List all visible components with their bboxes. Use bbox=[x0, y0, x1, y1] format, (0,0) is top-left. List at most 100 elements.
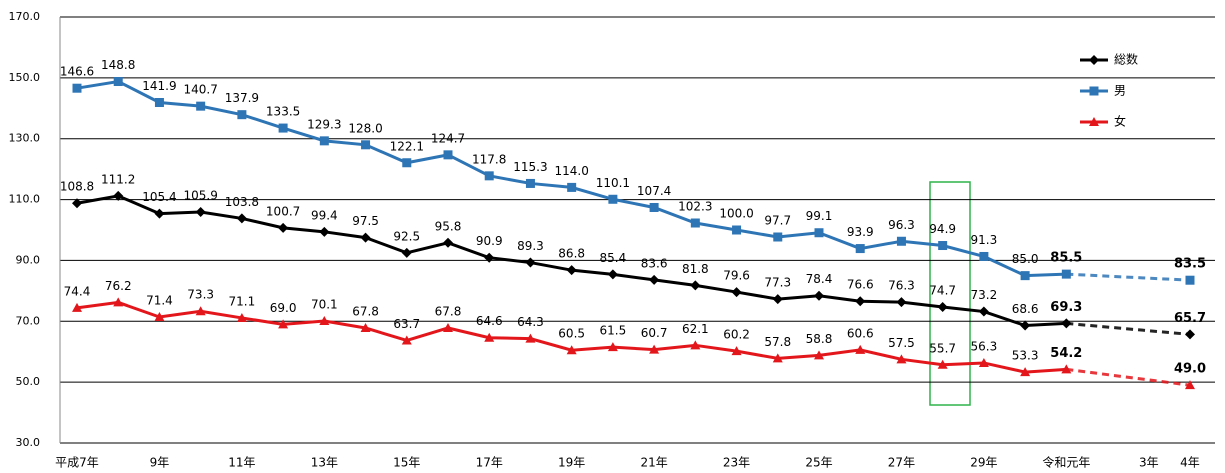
x-tick-label: 17年 bbox=[476, 456, 503, 470]
marker bbox=[484, 332, 495, 342]
marker bbox=[937, 301, 948, 312]
x-tick-label: 9年 bbox=[150, 456, 170, 470]
x-tick-label: 23年 bbox=[723, 456, 750, 470]
data-label: 53.3 bbox=[1012, 349, 1039, 363]
marker bbox=[1185, 380, 1195, 390]
marker bbox=[443, 322, 453, 332]
marker bbox=[566, 345, 577, 355]
y-tick-label: 150.0 bbox=[9, 71, 41, 84]
marker bbox=[195, 207, 206, 218]
x-tick-label: 25年 bbox=[805, 456, 832, 470]
marker bbox=[1089, 86, 1099, 96]
marker bbox=[1061, 364, 1072, 374]
marker bbox=[938, 241, 948, 251]
data-label: 83.5 bbox=[1174, 257, 1206, 272]
marker bbox=[525, 178, 535, 188]
data-label: 76.6 bbox=[847, 278, 874, 292]
marker bbox=[154, 208, 165, 219]
data-label: 67.8 bbox=[352, 304, 379, 318]
dashed-connector bbox=[1066, 321, 1191, 336]
data-label: 60.5 bbox=[558, 327, 585, 341]
marker bbox=[978, 306, 989, 317]
data-label: 79.6 bbox=[723, 269, 750, 283]
data-label: 62.1 bbox=[682, 322, 709, 336]
marker bbox=[72, 302, 82, 312]
data-label: 107.4 bbox=[637, 184, 671, 198]
data-label: 129.3 bbox=[307, 117, 341, 131]
data-label: 74.7 bbox=[929, 283, 956, 297]
x-tick-label: 21年 bbox=[640, 456, 667, 470]
marker bbox=[772, 294, 783, 305]
data-label: 105.9 bbox=[183, 189, 217, 203]
marker bbox=[72, 83, 82, 93]
data-label: 85.5 bbox=[1050, 251, 1082, 266]
data-label: 86.8 bbox=[558, 247, 585, 261]
marker bbox=[690, 218, 700, 228]
legend-label: 男 bbox=[1114, 84, 1126, 98]
data-label: 76.3 bbox=[888, 279, 915, 293]
dashed-connector bbox=[1066, 272, 1191, 282]
marker bbox=[278, 123, 288, 133]
y-tick-label: 90.0 bbox=[16, 253, 41, 266]
data-label: 99.4 bbox=[311, 208, 338, 222]
y-tick-label: 110.0 bbox=[9, 193, 41, 206]
data-label: 85.0 bbox=[1012, 252, 1039, 266]
marker bbox=[608, 194, 618, 204]
data-label: 91.3 bbox=[971, 233, 998, 247]
data-label: 65.7 bbox=[1174, 311, 1206, 326]
marker bbox=[814, 228, 824, 238]
marker bbox=[690, 280, 701, 291]
marker bbox=[443, 150, 453, 160]
data-label: 70.1 bbox=[311, 297, 338, 311]
data-label: 95.8 bbox=[435, 219, 462, 233]
data-label: 146.6 bbox=[60, 65, 94, 79]
data-label: 64.3 bbox=[517, 315, 544, 329]
data-label: 69.3 bbox=[1050, 300, 1082, 315]
data-label: 103.8 bbox=[225, 195, 259, 209]
marker bbox=[1020, 320, 1031, 331]
marker bbox=[1020, 367, 1031, 377]
marker bbox=[278, 319, 289, 329]
marker bbox=[113, 297, 124, 307]
data-label: 111.2 bbox=[101, 172, 135, 186]
marker bbox=[360, 322, 371, 332]
marker bbox=[649, 202, 659, 212]
marker bbox=[361, 140, 371, 150]
marker bbox=[484, 252, 495, 263]
marker bbox=[567, 182, 577, 192]
data-label: 83.6 bbox=[641, 256, 668, 270]
marker bbox=[237, 110, 247, 120]
marker bbox=[319, 136, 329, 146]
data-label: 71.4 bbox=[146, 294, 173, 308]
data-label: 78.4 bbox=[806, 272, 833, 286]
data-label: 105.4 bbox=[142, 190, 176, 204]
data-label: 49.0 bbox=[1174, 362, 1206, 377]
marker bbox=[319, 226, 330, 237]
data-label: 100.0 bbox=[719, 207, 753, 221]
marker bbox=[896, 297, 907, 308]
marker bbox=[773, 232, 783, 242]
data-label: 96.3 bbox=[888, 218, 915, 232]
data-label: 133.5 bbox=[266, 105, 300, 119]
legend-label: 女 bbox=[1114, 114, 1126, 129]
marker bbox=[978, 357, 989, 367]
data-label: 73.2 bbox=[971, 288, 998, 302]
legend-label: 総数 bbox=[1114, 52, 1138, 67]
data-label: 69.0 bbox=[270, 301, 297, 315]
marker bbox=[113, 77, 123, 87]
data-label: 57.8 bbox=[764, 335, 791, 349]
x-tick-label: 11年 bbox=[228, 456, 255, 470]
data-label: 71.1 bbox=[229, 294, 256, 308]
marker bbox=[979, 251, 989, 261]
marker bbox=[855, 244, 865, 254]
marker bbox=[360, 232, 371, 243]
data-label: 81.8 bbox=[682, 262, 709, 276]
x-tick-label: 令和元年 bbox=[1042, 455, 1090, 470]
data-label: 58.8 bbox=[806, 332, 833, 346]
marker bbox=[154, 98, 164, 108]
x-tick-label: 3年 bbox=[1139, 456, 1159, 470]
marker bbox=[1185, 275, 1195, 285]
marker bbox=[607, 269, 618, 280]
dashed-connector bbox=[1066, 367, 1191, 387]
